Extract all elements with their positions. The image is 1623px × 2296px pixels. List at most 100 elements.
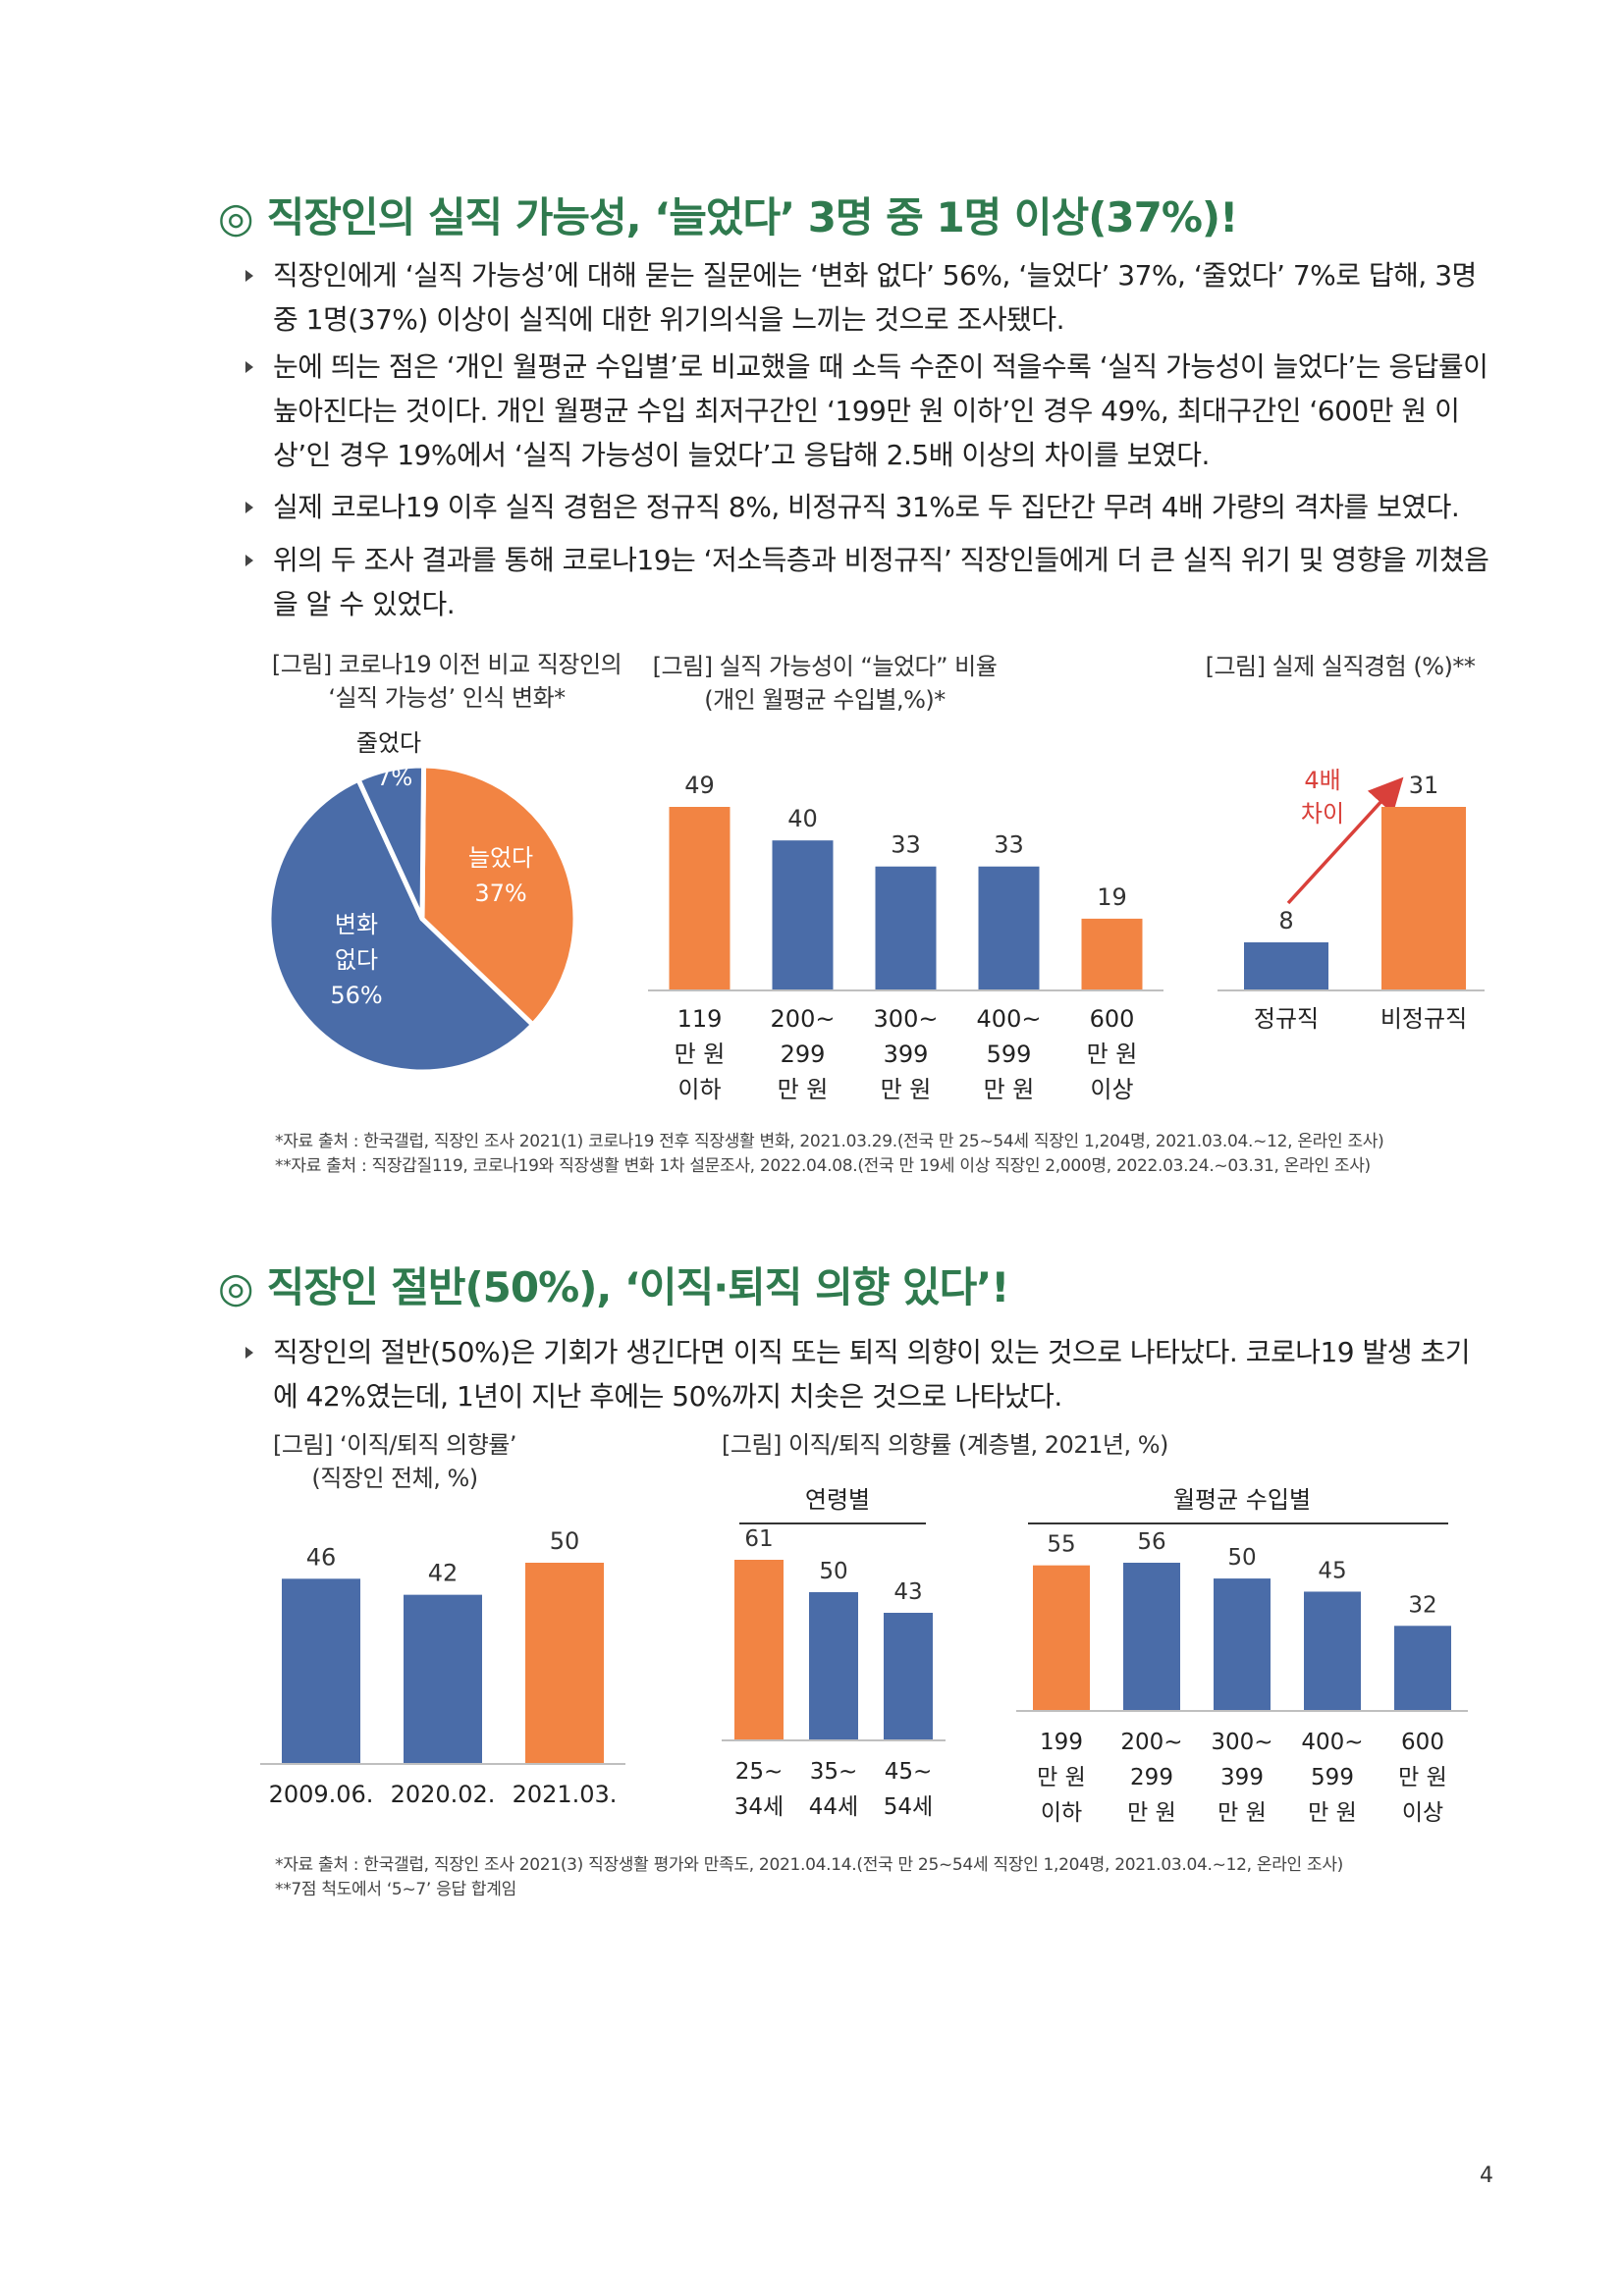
pie-label-nochange-pct: 56% [330,982,382,1009]
category-label: 400~ [1301,1730,1363,1755]
category-label: 199 [1040,1730,1083,1755]
bar-value-label: 8 [1278,907,1293,934]
increase-arrow-icon [1286,776,1404,905]
category-label: 119 [677,1005,723,1033]
triangle-bullet-icon [245,502,253,513]
group-title: 월평균 수입별 [1173,1486,1311,1514]
category-label: 만 원 [778,1076,829,1103]
category-label: 300~ [874,1005,939,1033]
category-label: 만 원 [675,1041,726,1068]
source-note: *자료 출처 : 한국갤럽, 직장인 조사 2021(1) 코로나19 전후 직… [275,1132,1384,1151]
bar [1033,1565,1090,1710]
bullet-item: 직장인에게 ‘실직 가능성’에 대해 묻는 질문에는 ‘변화 없다’ 56%, … [245,253,1490,342]
source-note: *자료 출처 : 한국갤럽, 직장인 조사 2021(3) 직장생활 평가와 만… [275,1855,1343,1875]
page-number: 4 [1480,2163,1493,2188]
category-label: 45~ [885,1759,933,1785]
category-label: 54세 [884,1794,933,1820]
category-label: 2009.06. [269,1781,374,1808]
bar [978,866,1040,989]
category-label: 만 원 [1217,1800,1267,1826]
bar [1394,1626,1451,1710]
fig3-caption: [그림] 실제 실직경험 (%)** [1193,650,1488,683]
category-label: 399 [1220,1765,1264,1790]
bar-value-label: 32 [1408,1592,1436,1618]
category-label: 35~ [810,1759,858,1785]
bar-value-label: 31 [1409,772,1439,799]
bullet-item: 위의 두 조사 결과를 통해 코로나19는 ‘저소득층과 비정규직’ 직장인들에… [245,538,1490,626]
category-label: 34세 [734,1794,784,1820]
category-label: 2021.03. [513,1781,618,1808]
pie-slice-increased [419,763,578,1028]
triangle-bullet-icon [245,555,253,566]
bar-value-label: 33 [891,831,921,859]
bar-value-label: 45 [1318,1558,1346,1583]
bar [282,1578,360,1763]
bar [809,1592,858,1739]
employment-bar-chart: 4배 차이 8 정규직 31 비정규직 [1217,767,1485,1033]
category-label: 이하 [1041,1800,1082,1826]
bar [734,1560,784,1739]
bar-value-label: 19 [1097,883,1127,911]
bar-value-label: 50 [1227,1545,1256,1571]
category-label: 599 [1311,1765,1354,1790]
section1-title: ◎ 직장인의 실직 가능성, ‘늘었다’ 3명 중 1명 이상(37%)! [218,185,1238,244]
bullet-item: 실제 코로나19 이후 실직 경험은 정규직 8%, 비정규직 31%로 두 집… [245,485,1490,529]
category-label: 599 [987,1041,1032,1068]
source-note: **자료 출처 : 직장갑질119, 코로나19와 직장생활 변화 1차 설문조… [275,1156,1371,1176]
pie-chart: 줄었다 7% 늘었다 37% 변화 없다 56% [266,729,578,1075]
fig2-caption: [그림] 실직 가능성이 “늘었다” 비율 (개인 월평균 수입별,%)* [648,650,1001,717]
bar [1214,1578,1271,1710]
bullet-text: 위의 두 조사 결과를 통해 코로나19는 ‘저소득층과 비정규직’ 직장인들에… [273,544,1489,620]
annotation-line1: 4배 [1304,767,1340,794]
bar-value-label: 56 [1137,1529,1165,1555]
bar-value-label: 33 [994,831,1024,859]
category-label: 200~ [1120,1730,1182,1755]
category-label: 2020.02. [391,1781,496,1808]
bar [1244,942,1328,989]
bar [875,866,937,989]
category-label: 44세 [809,1794,858,1820]
circle-bullet-icon: ◎ [218,193,254,241]
category-label: 600 [1090,1005,1135,1033]
bar [1123,1563,1180,1710]
bar-value-label: 40 [787,805,818,832]
category-label: 만 원 [984,1076,1035,1103]
yearly-bar-chart: 46 2009.06. 42 2020.02. 50 2021.03. [260,1527,625,1808]
triangle-bullet-icon [245,361,253,373]
category-label: 만 원 [1087,1041,1138,1068]
triangle-bullet-icon [245,1347,253,1359]
bullet-text: 실제 코로나19 이후 실직 경험은 정규직 8%, 비정규직 31%로 두 집… [273,491,1460,523]
bar [1304,1591,1361,1710]
pie-label-nochange-line2: 없다 [335,946,378,974]
section2-title-text: 직장인 절반(50%), ‘이직·퇴직 의향 있다’! [266,1263,1010,1311]
bar [669,807,730,989]
age-bar-chart: 연령별 61 25~ 34세 50 35~ 44세 43 45~ 54세 [722,1486,946,1820]
bar-value-label: 50 [819,1559,847,1584]
source-note: **7점 척도에서 ‘5~7’ 응답 합계임 [275,1880,516,1899]
pie-slice-decreased [355,763,427,922]
bullet-text: 직장인에게 ‘실직 가능성’에 대해 묻는 질문에는 ‘변화 없다’ 56%, … [273,259,1477,336]
category-label: 25~ [735,1759,784,1785]
group-title: 연령별 [805,1486,870,1514]
fig4-caption-line: (직장인 전체, %) [311,1465,478,1492]
category-label: 정규직 [1254,1005,1319,1033]
category-label: 만 원 [1037,1765,1086,1790]
fig1-caption: [그림] 코로나19 이전 비교 직장인의 ‘실직 가능성’ 인식 변화* [265,648,628,715]
bar-value-label: 49 [684,772,715,799]
category-label: 299 [1130,1765,1173,1790]
pie-label-increased-pct: 37% [474,880,526,907]
category-label: 만 원 [1127,1800,1176,1826]
category-label: 이상 [1402,1800,1443,1826]
fig1-caption-line: ‘실직 가능성’ 인식 변화* [328,684,566,712]
category-label: 만 원 [1308,1800,1357,1826]
fig2-caption-line: [그림] 실직 가능성이 “늘었다” 비율 [652,653,998,680]
category-label: 299 [781,1041,826,1068]
pie-label-increased-name: 늘었다 [468,844,533,872]
bar-value-label: 61 [744,1526,773,1552]
category-label: 만 원 [881,1076,932,1103]
bar [404,1594,482,1763]
circle-bullet-icon: ◎ [218,1263,254,1311]
fig5-caption-line: [그림] 이직/퇴직 의향률 (계층별, 2021년, %) [722,1431,1168,1459]
